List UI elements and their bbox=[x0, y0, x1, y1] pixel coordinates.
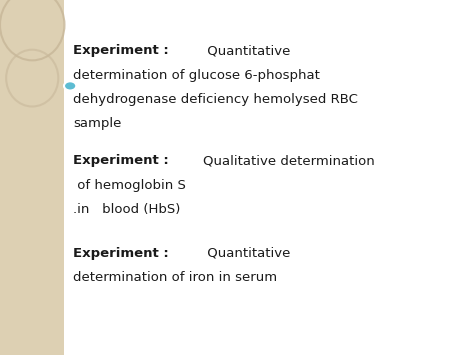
Text: determination of glucose 6-phosphat: determination of glucose 6-phosphat bbox=[73, 69, 320, 82]
FancyBboxPatch shape bbox=[0, 0, 64, 355]
Text: sample: sample bbox=[73, 117, 122, 130]
Text: Experiment :: Experiment : bbox=[73, 44, 174, 58]
Circle shape bbox=[64, 81, 76, 91]
Text: dehydrogenase deficiency hemolysed RBC: dehydrogenase deficiency hemolysed RBC bbox=[73, 93, 358, 106]
Text: .in   blood (HbS): .in blood (HbS) bbox=[73, 203, 181, 216]
Text: Quantitative: Quantitative bbox=[203, 44, 291, 58]
Text: Experiment :: Experiment : bbox=[73, 154, 174, 168]
Text: Quantitative: Quantitative bbox=[203, 247, 291, 260]
Text: determination of iron in serum: determination of iron in serum bbox=[73, 271, 278, 284]
Text: Experiment :: Experiment : bbox=[73, 247, 174, 260]
Text: of hemoglobin S: of hemoglobin S bbox=[73, 179, 186, 192]
Text: Qualitative determination: Qualitative determination bbox=[203, 154, 375, 168]
